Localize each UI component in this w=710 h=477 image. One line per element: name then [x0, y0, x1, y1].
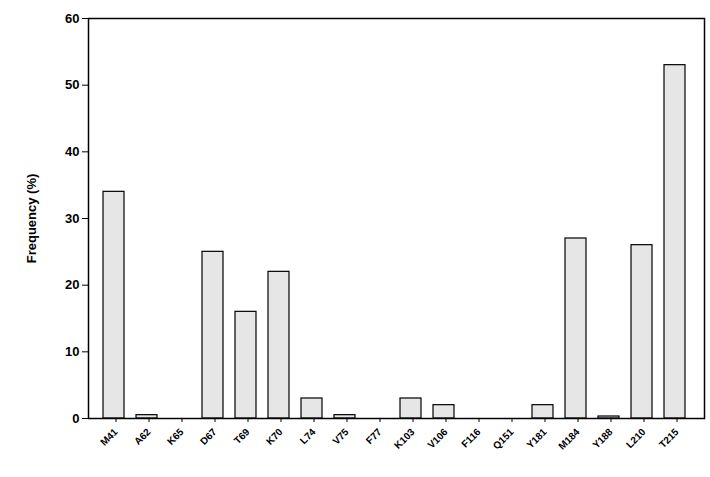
svg-text:T69: T69 [232, 426, 252, 446]
svg-text:Frequency (%): Frequency (%) [24, 174, 39, 264]
svg-text:20: 20 [65, 277, 79, 292]
svg-text:D67: D67 [198, 426, 219, 447]
svg-text:M41: M41 [98, 426, 120, 448]
svg-text:50: 50 [65, 77, 79, 92]
svg-text:M184: M184 [556, 426, 582, 452]
svg-text:V106: V106 [425, 426, 450, 451]
svg-text:F116: F116 [459, 426, 483, 450]
svg-text:F77: F77 [364, 426, 384, 446]
svg-text:10: 10 [65, 344, 79, 359]
svg-text:Y181: Y181 [524, 426, 549, 451]
svg-text:Y188: Y188 [590, 426, 615, 451]
svg-text:30: 30 [65, 211, 79, 226]
svg-text:K65: K65 [165, 426, 186, 447]
svg-text:L210: L210 [624, 426, 648, 450]
svg-text:Q151: Q151 [491, 426, 516, 451]
svg-text:A62: A62 [132, 426, 153, 447]
svg-text:V75: V75 [330, 426, 351, 447]
svg-text:K70: K70 [264, 426, 285, 447]
svg-text:K103: K103 [392, 426, 417, 451]
svg-text:L74: L74 [298, 426, 318, 446]
svg-text:40: 40 [65, 144, 79, 159]
svg-text:0: 0 [72, 411, 79, 426]
svg-text:T215: T215 [657, 426, 681, 450]
svg-text:60: 60 [65, 11, 79, 26]
